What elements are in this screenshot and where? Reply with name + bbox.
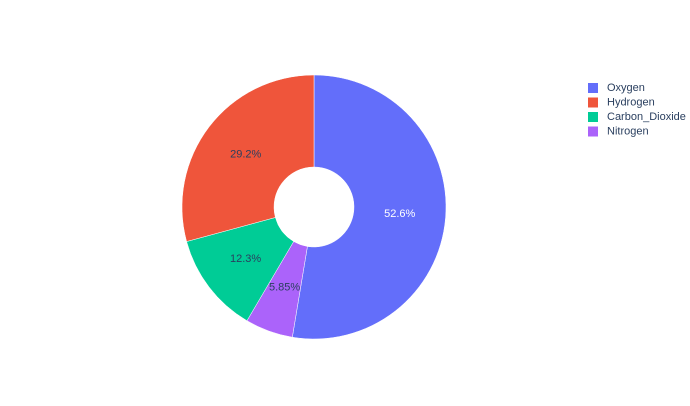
slice bbox=[186, 217, 295, 322]
legend-swatch bbox=[588, 97, 598, 108]
legend-label: Nitrogen bbox=[607, 125, 649, 137]
legend-label: Oxygen bbox=[607, 82, 645, 94]
slice-label: 52.6% bbox=[384, 208, 415, 220]
slice-label: 5.85% bbox=[269, 282, 300, 294]
legend-swatch bbox=[588, 126, 598, 137]
slice-label: 12.3% bbox=[230, 253, 261, 265]
slice bbox=[292, 74, 447, 340]
legend-label: Carbon_Dioxide bbox=[607, 111, 686, 123]
slice bbox=[181, 74, 315, 242]
legend-swatch bbox=[588, 83, 598, 93]
legend-swatch bbox=[588, 112, 598, 122]
slice-label: 29.2% bbox=[230, 149, 261, 161]
legend-label: Hydrogen bbox=[607, 96, 655, 108]
